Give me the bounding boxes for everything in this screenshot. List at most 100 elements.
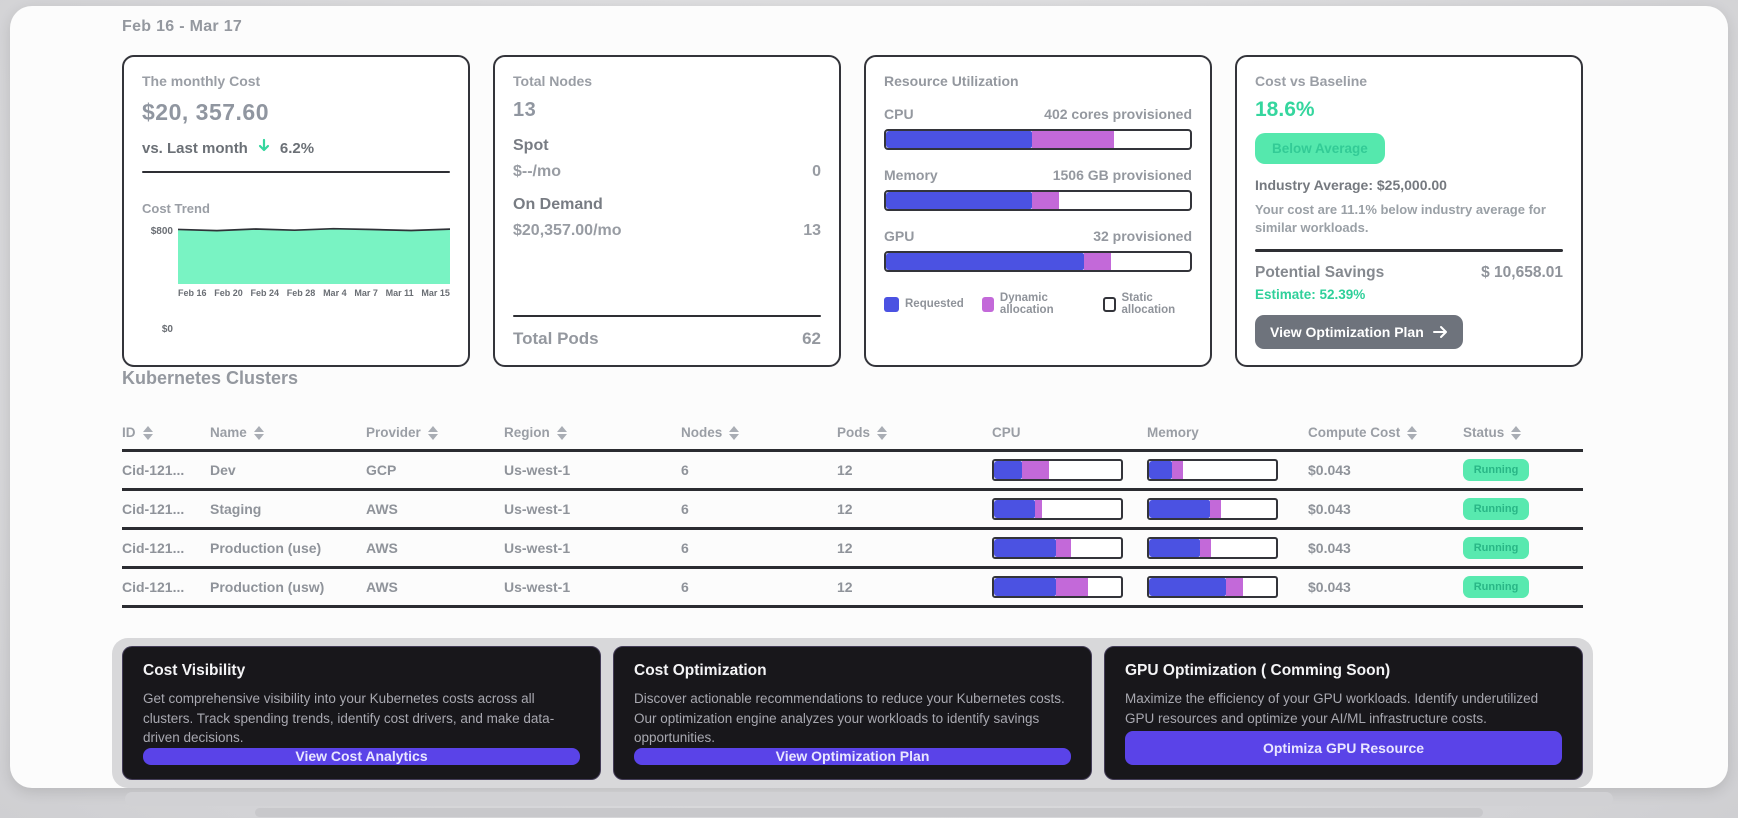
memory-usage-bar: [1147, 459, 1278, 481]
potential-savings-value: $ 10,658.01: [1481, 264, 1563, 282]
stacked-page-bar-1: [125, 792, 1613, 806]
table-header-row: ID Name Provider Region Nodes Pods CPU M…: [122, 416, 1583, 452]
status-badge: Running: [1463, 537, 1529, 559]
x-tick: Mar 7: [354, 288, 378, 298]
util-bar: [884, 129, 1192, 150]
dynamic-segment: [1083, 253, 1111, 270]
table-row[interactable]: Cid-121... Production (use) AWS Us-west-…: [122, 530, 1583, 569]
cpu-usage-bar: [992, 498, 1123, 520]
column-header-memory: Memory: [1147, 425, 1199, 440]
cell-nodes: 6: [681, 540, 689, 556]
requested-segment: [886, 192, 1032, 209]
sort-icon[interactable]: [1407, 425, 1418, 440]
industry-average: Industry Average: $25,000.00: [1255, 177, 1447, 193]
table-row[interactable]: Cid-121... Dev GCP Us-west-1 6 12 $0.043…: [122, 452, 1583, 491]
column-header-cpu: CPU: [992, 425, 1021, 440]
summary-cards-row: The monthly Cost $20, 357.60 vs. Last mo…: [122, 55, 1583, 368]
legend-label: Requested: [905, 298, 964, 310]
cell-nodes: 6: [681, 579, 689, 595]
on-demand-row: $20,357.00/mo 13: [513, 222, 821, 240]
view-optimization-plan-promo-button[interactable]: View Optimization Plan: [634, 747, 1071, 765]
y-tick-top: $800: [150, 226, 173, 237]
status-badge: Running: [1463, 576, 1529, 598]
promo-title: Cost Visibility: [143, 662, 246, 679]
legend-swatch-dynamic: [981, 296, 994, 312]
cell-compute-cost: $0.043: [1308, 540, 1351, 556]
dynamic-segment: [1031, 192, 1060, 209]
clusters-section-title: Kubernetes Clusters: [122, 368, 299, 388]
spot-label: Spot: [513, 137, 549, 154]
util-provisioned: 1506 GB provisioned: [1052, 167, 1192, 183]
cell-compute-cost: $0.043: [1308, 579, 1351, 595]
cell-nodes: 6: [681, 462, 689, 478]
util-label: Memory: [884, 167, 938, 183]
column-header-pods[interactable]: Pods: [837, 425, 992, 440]
memory-usage-bar: [1147, 576, 1278, 598]
column-header-id[interactable]: ID: [122, 425, 210, 440]
arrow-down-icon: [256, 138, 272, 158]
y-tick-bottom: $0: [161, 324, 173, 336]
column-header-name[interactable]: Name: [210, 425, 366, 440]
baseline-percentage: 18.6%: [1255, 98, 1315, 121]
monthly-cost-title: The monthly Cost: [142, 73, 261, 89]
on-demand-count: 13: [803, 222, 821, 239]
total-pods-value: 62: [802, 329, 821, 349]
sort-icon[interactable]: [142, 425, 153, 440]
legend-static-allocation: Static allocation: [1102, 292, 1192, 316]
stacked-page-bar-2: [255, 808, 1483, 817]
cell-id: Cid-121...: [122, 501, 185, 517]
sort-icon[interactable]: [253, 425, 264, 440]
cell-name: Staging: [210, 501, 262, 517]
card-divider: [1255, 249, 1563, 253]
status-badge: Running: [1463, 498, 1529, 520]
util-legend: Requested Dynamic allocation Static allo…: [884, 292, 1192, 316]
chart-x-axis: Feb 16 Feb 20 Feb 24 Feb 28 Mar 4 Mar 7 …: [178, 288, 450, 298]
column-header-status[interactable]: Status: [1463, 425, 1583, 440]
cost-optimization-card: Cost Optimization Discover actionable re…: [613, 646, 1092, 780]
promo-title: Cost Optimization: [634, 662, 767, 679]
chart-y-axis: $800 $0: [142, 226, 178, 349]
cell-provider: AWS: [366, 540, 398, 556]
column-header-provider[interactable]: Provider: [366, 425, 504, 440]
x-tick: Mar 15: [421, 288, 450, 298]
dynamic-segment: [1031, 131, 1114, 148]
monthly-cost-comparison: vs. Last month 6.2%: [142, 138, 450, 158]
column-header-region[interactable]: Region: [504, 425, 681, 440]
resource-utilization-card: Resource Utilization CPU 402 cores provi…: [864, 55, 1212, 368]
table-row[interactable]: Cid-121... Production (usw) AWS Us-west-…: [122, 569, 1583, 608]
on-demand-price: $20,357.00/mo: [513, 222, 622, 239]
legend-swatch-requested: [884, 296, 899, 312]
optimize-gpu-resource-button[interactable]: Optimiza GPU Resource: [1125, 731, 1562, 765]
sort-icon[interactable]: [427, 425, 438, 440]
column-header-nodes[interactable]: Nodes: [681, 425, 837, 440]
requested-segment: [886, 253, 1084, 270]
sort-icon[interactable]: [729, 425, 740, 440]
column-header-compute-cost[interactable]: Compute Cost: [1308, 425, 1463, 440]
date-range[interactable]: Feb 16 - Mar 17: [122, 18, 243, 35]
below-average-badge: Below Average: [1255, 133, 1385, 164]
cell-compute-cost: $0.043: [1308, 501, 1351, 517]
legend-requested: Requested: [884, 296, 964, 312]
util-row-memory: Memory 1506 GB provisioned: [884, 167, 1192, 211]
chart-plot-area: Feb 16 Feb 20 Feb 24 Feb 28 Mar 4 Mar 7 …: [178, 226, 450, 349]
total-nodes-card: Total Nodes 13 Spot $--/mo 0 On Demand $…: [493, 55, 841, 368]
promo-description: Maximize the efficiency of your GPU work…: [1125, 691, 1539, 726]
util-bar: [884, 190, 1192, 211]
util-row-gpu: GPU 32 provisioned: [884, 228, 1192, 272]
cell-name: Production (use): [210, 540, 322, 556]
legend-dynamic-allocation: Dynamic allocation: [981, 292, 1085, 316]
sort-icon[interactable]: [556, 425, 567, 440]
util-row-cpu: CPU 402 cores provisioned: [884, 106, 1192, 150]
view-optimization-plan-button[interactable]: View Optimization Plan: [1255, 315, 1463, 350]
comparison-label: vs. Last month: [142, 139, 248, 157]
util-label: GPU: [884, 228, 915, 244]
util-label: CPU: [884, 106, 914, 122]
arrow-right-icon: [1432, 325, 1448, 339]
sort-icon[interactable]: [877, 425, 888, 440]
spot-row: $--/mo 0: [513, 163, 821, 181]
cell-provider: AWS: [366, 579, 398, 595]
view-cost-analytics-button[interactable]: View Cost Analytics: [143, 747, 580, 765]
cost-visibility-card: Cost Visibility Get comprehensive visibi…: [122, 646, 601, 780]
sort-icon[interactable]: [1511, 425, 1522, 440]
table-row[interactable]: Cid-121... Staging AWS Us-west-1 6 12 $0…: [122, 491, 1583, 530]
